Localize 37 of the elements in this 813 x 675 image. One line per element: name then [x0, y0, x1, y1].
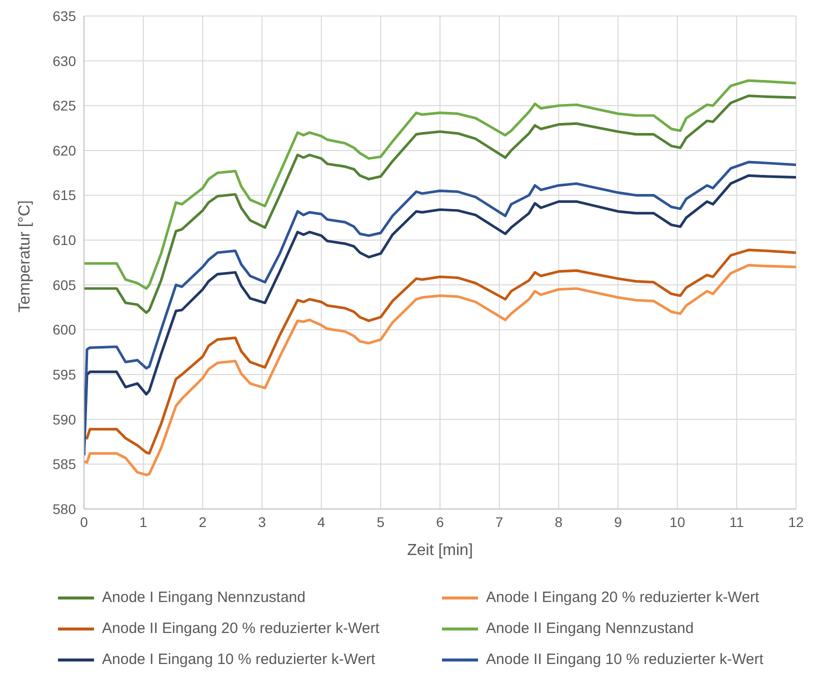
y-tick-label: 590	[52, 411, 76, 428]
y-tick-label: 625	[52, 98, 76, 114]
y-tick-label: 635	[52, 8, 76, 24]
line-series	[84, 248, 796, 455]
x-tick-label: 6	[436, 514, 444, 530]
y-tick-label: 595	[52, 366, 76, 383]
legend-label: Anode II Eingang Nennzustand	[486, 620, 694, 637]
x-tick-label: 11	[729, 514, 744, 530]
y-tick-label: 610	[52, 232, 76, 248]
legend-label: Anode I Eingang 10 % reduzierter k-Wert	[102, 651, 376, 668]
y-tick-label: 630	[52, 52, 76, 69]
y-tick-label: 620	[52, 142, 76, 158]
x-tick-label: 5	[376, 514, 385, 530]
legend-label: Anode I Eingang 20 % reduzierter k-Wert	[486, 589, 760, 606]
line-series	[84, 94, 796, 314]
line-series	[84, 79, 796, 290]
x-tick-label: 12	[788, 514, 804, 530]
y-tick-label: 585	[52, 456, 76, 472]
x-axis-title: Zeit [min]	[407, 542, 473, 559]
y-tick-label: 605	[52, 276, 76, 293]
x-tick-label: 3	[258, 514, 266, 530]
x-tick-label: 4	[317, 514, 326, 530]
x-tick-label: 0	[80, 514, 88, 530]
legend-label: Anode I Eingang Nennzustand	[102, 589, 306, 606]
y-tick-label: 615	[52, 187, 76, 204]
y-tick-label: 600	[52, 322, 76, 338]
legend-label: Anode II Eingang 10 % reduzierter k-Wert	[486, 651, 764, 668]
x-tick-label: 2	[198, 514, 207, 530]
y-axis-title: Temperatur [°C]	[16, 200, 34, 312]
x-tick-label: 10	[670, 514, 686, 530]
x-tick-label: 7	[495, 514, 504, 530]
x-tick-label: 9	[614, 514, 622, 530]
x-tick-label: 8	[554, 514, 563, 530]
y-tick-label: 580	[52, 500, 76, 517]
x-tick-label: 1	[139, 514, 148, 530]
line-series	[84, 264, 796, 476]
legend-label: Anode II Eingang 20 % reduzierter k-Wert	[102, 620, 380, 637]
